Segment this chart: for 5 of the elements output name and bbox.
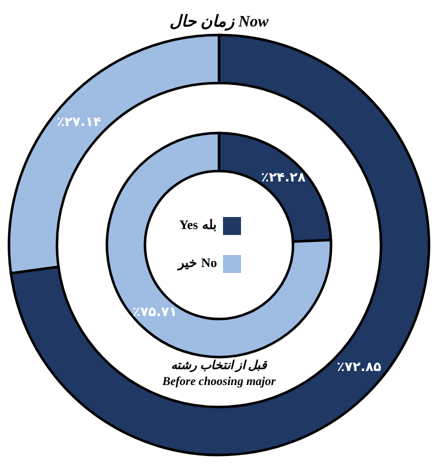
data-label: ٪۲۴.۲۸: [260, 170, 306, 186]
data-label: ٪۷۵.۷۱: [132, 304, 178, 320]
data-label: ٪۷۲.۸۵: [336, 360, 382, 375]
data-label: ٪۲۷.۱۴: [56, 115, 102, 130]
slice-label: زمان حال Now: [169, 14, 269, 32]
